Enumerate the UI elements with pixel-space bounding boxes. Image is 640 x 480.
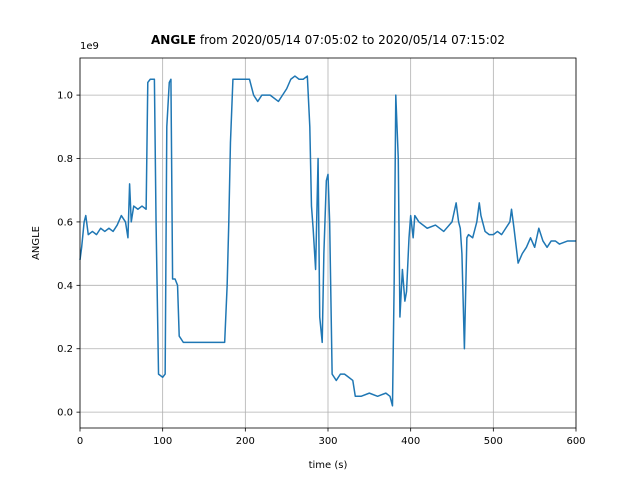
y-axis-label: ANGLE [31,226,42,260]
y-tick-label: 0.0 [57,408,73,419]
chart-title: ANGLE from 2020/05/14 07:05:02 to 2020/0… [151,33,505,47]
x-tick-label: 400 [401,436,420,447]
y-offset-label: 1e9 [80,41,99,52]
y-tick-label: 0.2 [57,344,73,355]
x-tick-label: 100 [153,436,172,447]
title-variable: ANGLE [151,33,196,47]
x-tick-label: 500 [484,436,503,447]
x-tick-label: 300 [318,436,337,447]
y-tick-label: 1.0 [57,91,73,102]
y-tick-label: 0.6 [57,217,73,228]
x-tick-label: 200 [236,436,255,447]
data-line [79,75,576,407]
y-tick-label: 0.4 [57,281,73,292]
x-axis-label: time (s) [309,460,348,471]
title-range: from 2020/05/14 07:05:02 to 2020/05/14 0… [200,33,505,47]
x-tick-label: 0 [77,436,83,447]
y-tick-label: 0.8 [57,154,73,165]
plot-frame [79,57,577,429]
x-tick-label: 600 [566,436,585,447]
